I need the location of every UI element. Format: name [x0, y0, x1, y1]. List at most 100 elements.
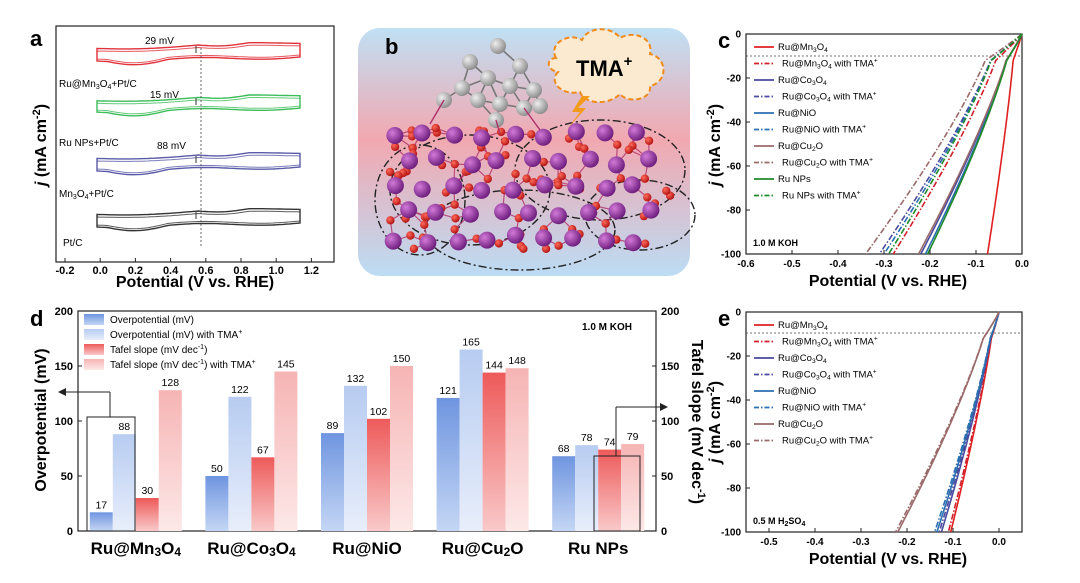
panel-c-y-ticks: 0 -20 -40 -60 -80 -100: [721, 30, 750, 261]
metal-atom: [581, 150, 599, 168]
ru-atom: [526, 82, 542, 98]
lightning-icon: [568, 96, 590, 128]
y-tick-label-left: 200: [55, 306, 73, 318]
oxygen-atom: [529, 178, 538, 187]
oxygen-atom: [557, 172, 566, 181]
bar-value-label: 88: [118, 421, 130, 433]
curve-label-ru-mn3o4-ptc: Ru@Mn3O4+Pt/C: [59, 79, 137, 91]
polarization-curve-ru-co3o4-with-tma: [878, 33, 1023, 255]
bar-value-label: 17: [95, 499, 107, 511]
metal-atom: [534, 128, 552, 146]
polarization-curve-ru-cu2o-with-tma: [864, 33, 1023, 255]
oxygen-atom: [601, 219, 610, 228]
panel-e: e Ru@Mn3O4 Ru@Mn3O4 with TMA+ Ru@Co3O4 Ru@C…: [705, 306, 1023, 568]
bar-ru-mn3o4-overpotential-mv: [89, 512, 113, 531]
cv-curve-mn3o4-ptc-cycle2: [96, 154, 301, 174]
polarization-curve-ru-mn3o4-with-tma: [892, 33, 1023, 255]
oxygen-atom: [406, 231, 415, 240]
y-tick-label-right: 150: [661, 361, 679, 373]
oxygen-atom: [390, 142, 400, 151]
legend-label-ru-mn3o4: Ru@Mn3O4: [778, 42, 828, 54]
y-tick-label-right: 100: [661, 416, 679, 428]
x-tick-label: 0.6: [198, 265, 213, 277]
bar-ru-co3o4-overpotential-mv: [205, 476, 229, 531]
polarization-curve-ru-cu2o-with-tma: [894, 311, 1000, 533]
bar-ru-cu2o-overpotential-mv: [436, 397, 460, 531]
legend-label-ru-co3o4: Ru@Co3O4: [778, 75, 827, 87]
bar-ru-nio-tafel-slope-mv-dec-1: [367, 418, 390, 531]
oxygen-atom: [539, 157, 548, 167]
bar-ru-nio-overpotential-mv-with-tma: [344, 385, 367, 531]
y-tick-label: -60: [727, 162, 742, 173]
metal-atom: [640, 150, 658, 168]
polarization-curve-ru-nps: [926, 33, 1023, 255]
x-tick-label: 0.8: [233, 265, 248, 277]
ru-atom: [480, 70, 496, 86]
metal-atom: [413, 180, 431, 198]
metal-atom: [504, 181, 522, 199]
x-tick-label: -0.3: [852, 537, 870, 548]
metal-atom: [464, 156, 481, 174]
panel-e-y-ticks: 0 -20 -40 -60 -80 -100: [721, 308, 750, 539]
grain-outline: [584, 179, 696, 251]
polarization-curve-ru-cu2o: [897, 311, 1000, 533]
bar-value-label: 165: [462, 337, 480, 349]
panel-b: b TMA+: [358, 28, 696, 276]
bar-ru-nps-tafel-slope-mv-dec-1-with-tma: [621, 444, 645, 531]
metal-atom: [627, 123, 645, 141]
legend-swatch-tafel-slope-mv-dec-1-with-tma: [84, 359, 104, 370]
x-tick-label: -0.2: [921, 259, 939, 270]
tma-label: TMA+: [576, 53, 633, 81]
x-tick-label: 0.0: [1015, 259, 1029, 270]
oxygen-atom: [450, 200, 459, 209]
metal-atom: [549, 152, 567, 170]
panel-d-ylabel-left: Overpotential (mV): [33, 348, 50, 491]
category-label-ru-nps: Ru NPs: [568, 539, 628, 558]
x-tick-label: -0.1: [967, 259, 985, 270]
bar-value-label: 67: [257, 444, 269, 456]
y-tick-label: -100: [721, 250, 741, 261]
oxygen-atom: [554, 181, 563, 190]
panel-d-categories: Ru@Mn3O4 Ru@Co3O4 Ru@NiO Ru@Cu2O Ru NPs: [91, 539, 629, 559]
metal-atom: [426, 203, 444, 221]
metal-atom: [384, 232, 402, 250]
panel-a-ylabel: j (mA cm-2): [31, 104, 50, 188]
bar-ru-mn3o4-tafel-slope-mv-dec-1: [135, 498, 159, 531]
panel-d-y-ticks: 0 0 50 50 100 100 150 150 200 200: [55, 306, 680, 538]
x-tick-label: 0.0: [992, 537, 1006, 548]
y-tick-label: -60: [727, 440, 742, 451]
panel-d-electrolyte: 1.0 M KOH: [582, 322, 632, 333]
metal-atom: [607, 156, 625, 174]
cv-curve-ru-mn3o4-ptc: [96, 42, 301, 66]
polarization-curve-ru-mn3o4: [986, 33, 1023, 255]
legend-label-ru-mn3o4-with-tma: Ru@Mn3O4 with TMA+: [782, 336, 878, 349]
polarization-curve-ru-nps-with-tma: [887, 33, 1023, 255]
y-tick-label: -40: [727, 118, 742, 129]
polarization-curve-ru-mn3o4-with-tma: [947, 311, 1000, 533]
oxygen-atom: [527, 130, 536, 139]
y-tick-label-right: 50: [661, 471, 673, 483]
polarization-curve-ru-nio-with-tma: [933, 311, 1000, 533]
legend-label-overpotential-mv: Overpotential (mV): [110, 315, 194, 326]
panel-e-legend: Ru@Mn3O4 Ru@Mn3O4 with TMA+ Ru@Co3O4 Ru@Co3…: [754, 320, 878, 448]
bar-ru-nio-tafel-slope-mv-dec-1-with-tma: [390, 366, 413, 531]
bar-value-label: 102: [370, 406, 388, 418]
cv-curve-ru-nps-ptc: [96, 94, 301, 117]
x-tick-label: -0.6: [737, 259, 755, 270]
x-tick-label: -0.3: [875, 259, 893, 270]
bar-value-label: 128: [162, 377, 180, 389]
cv-curve-ptc-cycle2: [96, 210, 301, 230]
oxygen-atom: [624, 145, 633, 154]
legend-label-ru-nio-with-tma: Ru@NiO with TMA+: [782, 402, 866, 414]
ru-atom: [470, 92, 486, 108]
oxygen-atom: [450, 159, 459, 169]
y-tick-label: -100: [721, 528, 741, 539]
oxygen-atom: [500, 137, 510, 146]
panel-b-letter: b: [385, 34, 398, 59]
metal-atom: [623, 176, 641, 194]
legend-label-ru-nio: Ru@NiO: [778, 108, 816, 119]
oxygen-atom: [464, 183, 474, 192]
legend-label-ru-mn3o4: Ru@Mn3O4: [778, 320, 828, 332]
x-tick-label: 0.4: [163, 265, 179, 277]
bar-value-label: 148: [508, 355, 526, 367]
